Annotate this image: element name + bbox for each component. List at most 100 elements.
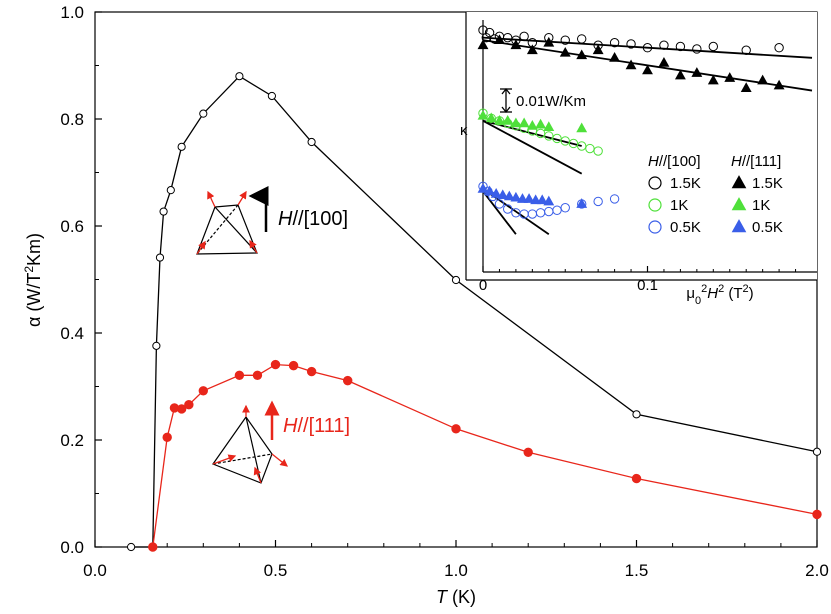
legend-marker-triangle [731,219,747,233]
data-point-100 [812,447,822,456]
y-tick-label: 1.0 [60,3,84,22]
inset-point-circle [593,196,603,207]
inset-point-triangle [536,194,548,205]
data-point-111 [176,404,187,414]
inset-point-triangle [543,121,555,132]
inset-axes: 0 0.1 [479,266,797,294]
inset-point-circle [642,43,653,53]
x-tick-label: 0.0 [83,561,107,580]
inset-point-circle [593,146,603,156]
y-tick-label: 0.2 [60,431,84,450]
inset-point-circle [568,138,579,149]
data-point-100 [166,186,175,195]
inset-point-circle [708,41,718,52]
legend-label-111: 1.5K [752,175,783,192]
main-series [127,72,822,552]
legend-label-100: 1.5K [670,175,701,192]
inset-point-triangle [526,120,538,130]
inset-point-triangle [724,72,736,82]
inset-point-triangle [503,190,515,201]
inset-point-triangle [530,194,542,205]
legend-marker-triangle [731,175,747,189]
y-tick-label: 0.8 [60,110,84,129]
tetrahedron-100-icon [196,190,258,255]
x-tick-label: 1.0 [444,561,468,580]
inset-point-triangle [576,198,588,208]
inset-point-triangle [674,69,686,80]
inset-point-circle [502,32,513,43]
x-axis-title: T (K) [436,587,476,607]
inset-point-circle [659,40,669,50]
inset-fit-line [482,36,813,59]
x-tick-label: 2.0 [805,561,829,580]
inset-series [477,25,813,235]
data-point-100 [451,275,461,285]
legend-header-111: H//[111] [731,153,781,170]
data-point-100 [127,542,136,552]
inset-point-circle [675,41,686,52]
inset-point-circle [560,136,570,146]
inset-point-triangle [502,114,514,125]
data-point-111 [148,542,158,552]
inset-x-tick-label: 0 [479,277,487,294]
data-point-111 [631,473,642,484]
inset-point-triangle [740,82,752,92]
y-tick-label: 0.0 [60,538,84,557]
inset-point-circle [626,39,636,49]
inset-legend: H//[100] H//[111] 1.5K 1.5K 1K 1K 0.5K 0.5K [648,153,783,236]
data-point-100 [632,410,641,419]
inset-point-triangle [642,64,653,75]
inset-point-circle [494,199,505,209]
data-point-111 [306,366,317,377]
legend-header-100: H//[100] [648,153,701,170]
data-point-100 [177,142,186,151]
inset-point-triangle [518,117,530,128]
inset-point-triangle [773,79,785,90]
inset-point-triangle [494,34,505,45]
tetrahedron-111-icon [212,404,289,484]
inset-point-circle [774,43,784,53]
legend-label-111: 0.5K [752,219,783,236]
inset-y-axis-title: κ [460,122,468,139]
inset-scale-bar-label: 0.01W/Km [516,93,586,110]
inset-point-triangle [658,57,670,67]
x-tick-label: 0.5 [264,561,288,580]
inset-point-triangle [592,44,604,55]
inset-point-circle [560,203,570,213]
inset-point-triangle [477,39,489,50]
x-tick-label: 1.5 [625,561,649,580]
inset-point-circle [544,131,554,141]
legend-marker-circle [648,220,662,234]
inset-x-axis-title: μ02H2 (T2) [686,283,753,307]
inset-point-circle [519,31,529,42]
inset-point-circle [552,205,562,215]
data-point-111 [198,386,209,396]
data-point-111 [184,399,194,410]
data-point-100 [155,253,165,262]
inset-fit-line [482,120,583,175]
inset-point-circle [484,27,495,38]
data-point-111 [252,370,263,380]
inset-point-circle [741,45,751,55]
data-point-111 [812,509,822,520]
inset-point-triangle [477,109,489,120]
inset-point-circle [502,204,513,214]
legend-marker-triangle [731,197,747,211]
data-point-100 [159,207,168,216]
inset-fit-line [482,190,517,235]
inset-point-triangle [526,44,538,55]
data-point-100 [152,341,161,350]
data-point-100 [267,91,276,101]
inset-point-circle [478,25,488,35]
y-axis-title: α (W/T2Km) [22,233,44,327]
data-point-111 [343,375,353,386]
y-tick-label: 0.6 [60,217,84,236]
inset-point-triangle [494,114,505,125]
data-point-111 [451,424,461,434]
inset-point-triangle [523,193,535,203]
inset-point-triangle [477,183,489,193]
inset-point-triangle [543,36,555,47]
inset-point-circle [585,143,595,154]
inset-point-triangle [691,67,703,77]
